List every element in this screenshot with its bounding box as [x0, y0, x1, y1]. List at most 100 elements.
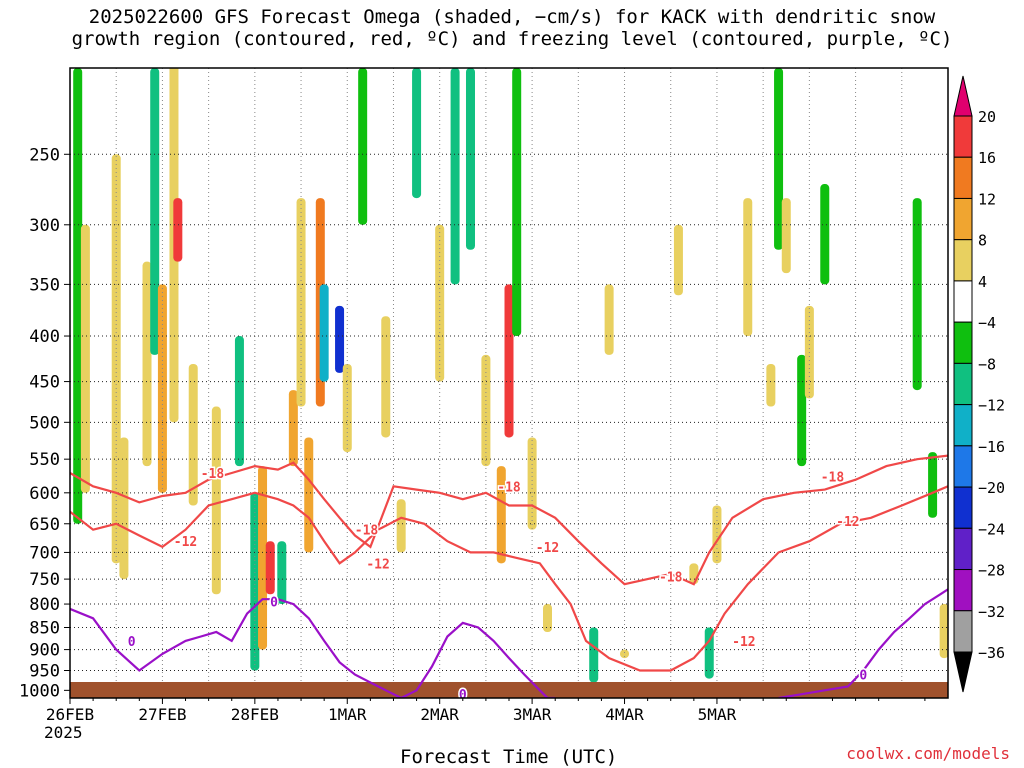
omega-shading-patch	[277, 541, 287, 605]
omega-shading-patch	[704, 627, 714, 679]
contour-label: -12	[836, 515, 859, 530]
contour-label: 0	[459, 688, 467, 703]
omega-shading-patch	[381, 316, 391, 438]
omega-shading-patch	[512, 68, 522, 337]
omega-shading-patch	[504, 284, 514, 438]
chart-title: 2025022600 GFS Forecast Omega (shaded, −…	[0, 6, 1024, 50]
y-tick-label: 450	[29, 373, 60, 393]
colorbar-label: −32	[978, 603, 1005, 621]
x-tick-label: 1MAR	[328, 705, 367, 724]
omega-shading-patch	[435, 224, 445, 382]
omega-shading-patch	[265, 541, 275, 595]
omega-shading-patch	[296, 198, 306, 407]
y-tick-label: 800	[29, 595, 60, 615]
colorbar-label: −28	[978, 562, 1005, 580]
colorbar-label: −8	[978, 355, 996, 373]
title-line1: 2025022600 GFS Forecast Omega (shaded, −…	[88, 6, 936, 28]
omega-shading-patch	[620, 649, 630, 659]
omega-shading-patch	[288, 390, 298, 467]
omega-shading-patch	[774, 68, 784, 250]
x-tick-label: 26FEB	[46, 705, 94, 724]
colorbar-band	[953, 569, 973, 612]
contour-label: -12	[732, 635, 755, 650]
contour-label: -18	[355, 524, 379, 539]
credit-link[interactable]: coolwx.com/models	[846, 744, 1010, 763]
omega-shading-patch	[928, 452, 938, 518]
omega-shading-patch	[820, 184, 830, 285]
omega-shading-patch	[173, 198, 183, 262]
y-tick-label: 850	[29, 618, 60, 638]
omega-shading-patch	[589, 627, 599, 683]
x-tick-label: 28FEB	[231, 705, 279, 724]
omega-shading-patch	[335, 305, 345, 373]
contour-label: 0	[128, 635, 136, 650]
colorbar-band	[953, 610, 973, 653]
colorbar-label: 8	[978, 232, 987, 250]
omega-shading-patch	[912, 198, 922, 391]
contour-label: -18	[659, 571, 683, 586]
contour-line-0	[70, 598, 556, 698]
contour-label: -18	[821, 470, 845, 485]
colorbar-label: −36	[978, 644, 1005, 662]
x-tick-label: 5MAR	[698, 705, 737, 724]
colorbar-label: 20	[978, 108, 996, 126]
omega-shading-patch	[543, 604, 553, 633]
colorbar-band	[953, 239, 973, 282]
y-tick-label: 750	[29, 570, 60, 590]
y-tick-label: 650	[29, 515, 60, 535]
colorbar-band	[953, 156, 973, 199]
omega-shading-patch	[743, 198, 753, 337]
x-tick-label: 4MAR	[605, 705, 644, 724]
omega-shading-patch	[465, 68, 475, 250]
omega-shading-patch	[712, 505, 722, 564]
colorbar-label: −12	[978, 397, 1005, 415]
omega-shading-patch	[781, 198, 791, 274]
y-tick-label: 350	[29, 275, 60, 295]
colorbar-band	[953, 362, 973, 406]
omega-shading-patch	[250, 492, 260, 671]
contour-line-m18	[70, 454, 948, 586]
omega-shading-patch	[412, 68, 422, 199]
colorbar-label: −24	[978, 520, 1005, 538]
omega-shading-patch	[258, 466, 268, 650]
colorbar-top-arrow	[953, 75, 973, 117]
colorbar-band	[953, 527, 973, 571]
omega-shading-patch	[73, 68, 83, 524]
omega-shading-patch	[234, 336, 244, 467]
omega-shading-patch	[319, 284, 329, 382]
contour-line-m12	[70, 485, 948, 672]
x-tick-label: 2MAR	[420, 705, 459, 724]
omega-shading-patch	[496, 466, 506, 564]
contour-label: -12	[536, 541, 559, 556]
y-tick-label: 300	[29, 216, 60, 236]
colorbar-label: 16	[978, 149, 996, 167]
x-tick-label: 3MAR	[513, 705, 552, 724]
omega-shading-patch	[150, 68, 160, 355]
colorbar-band	[953, 115, 973, 158]
colorbar-label: −16	[978, 438, 1005, 456]
omega-shading-patch	[211, 406, 221, 595]
omega-shading-patch	[797, 354, 807, 467]
y-tick-label: 900	[29, 641, 60, 661]
y-tick-label: 400	[29, 327, 60, 347]
colorbar-label: 12	[978, 190, 996, 208]
omega-shading-patch	[80, 224, 90, 493]
omega-shading-patch	[939, 604, 948, 659]
x-tick-label: 27FEB	[138, 705, 186, 724]
omega-shading-patch	[119, 437, 129, 580]
omega-shading-patch	[673, 224, 683, 296]
contour-line-0	[778, 588, 948, 698]
omega-shading-patch	[304, 437, 314, 553]
contour-label: -18	[497, 480, 521, 495]
colorbar-band	[953, 280, 973, 323]
y-tick-label: 950	[29, 662, 60, 682]
colorbar-label: −4	[978, 314, 996, 332]
title-line2: growth region (contoured, red, ºC) and f…	[71, 28, 953, 50]
contour-label: 0	[859, 669, 867, 684]
x-year-label: 2025	[44, 723, 83, 742]
y-tick-label: 700	[29, 543, 60, 563]
omega-shading-patch	[142, 261, 152, 467]
omega-shading-patch	[358, 68, 368, 225]
contour-label: -12	[174, 535, 197, 550]
